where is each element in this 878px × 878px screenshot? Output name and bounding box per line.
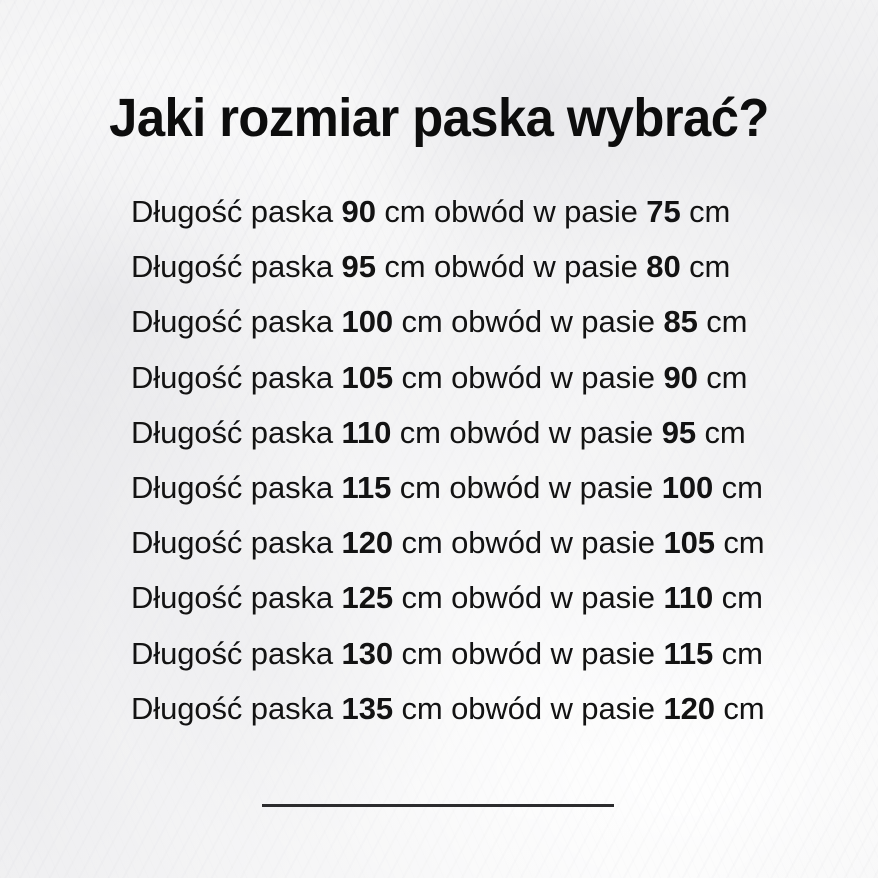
waist-label: obwód w pasie	[451, 304, 664, 340]
list-item: Długość paska 115 cm obwód w pasie 100 c…	[131, 460, 831, 515]
belt-length-label: Długość paska	[131, 580, 342, 616]
page-title: Jaki rozmiar paska wybrać?	[109, 88, 769, 149]
waist-value: 115	[663, 635, 714, 671]
belt-length-label: Długość paska	[131, 690, 342, 726]
belt-length-value: 105	[341, 359, 394, 395]
belt-length-unit: cm	[392, 580, 452, 616]
waist-value: 120	[663, 690, 715, 726]
belt-length-unit: cm	[392, 359, 452, 395]
belt-length-value: 135	[341, 690, 394, 726]
belt-length-unit: cm	[392, 525, 452, 561]
belt-length-label: Długość paska	[131, 414, 342, 450]
list-item: Długość paska 125 cm obwód w pasie 110 c…	[131, 570, 831, 625]
belt-length-unit: cm	[375, 249, 434, 285]
waist-unit: cm	[713, 580, 763, 616]
waist-unit: cm	[714, 690, 765, 726]
waist-unit: cm	[713, 635, 763, 671]
waist-label: obwód w pasie	[451, 690, 664, 726]
belt-length-label: Długość paska	[131, 525, 342, 561]
belt-length-unit: cm	[392, 304, 452, 340]
belt-length-unit: cm	[391, 469, 450, 505]
belt-size-list: Długość paska 90 cm obwód w pasie 75 cm …	[131, 184, 831, 736]
waist-label: obwód w pasie	[434, 249, 647, 285]
list-item: Długość paska 120 cm obwód w pasie 105 c…	[131, 515, 831, 570]
belt-length-value: 125	[341, 580, 394, 616]
belt-length-unit: cm	[375, 194, 434, 229]
list-item: Długość paska 100 cm obwód w pasie 85 cm	[131, 294, 831, 349]
belt-length-value: 115	[341, 469, 392, 505]
belt-length-label: Długość paska	[131, 304, 342, 340]
waist-value: 100	[661, 469, 714, 505]
waist-unit: cm	[680, 194, 731, 229]
waist-unit: cm	[680, 249, 731, 285]
belt-length-value: 95	[341, 249, 376, 285]
waist-value: 105	[663, 525, 715, 561]
waist-unit: cm	[697, 304, 748, 340]
belt-length-unit: cm	[392, 690, 452, 726]
belt-length-label: Długość paska	[131, 469, 342, 505]
waist-label: obwód w pasie	[451, 635, 664, 671]
waist-label: obwód w pasie	[449, 414, 662, 450]
waist-value: 80	[646, 249, 681, 285]
belt-length-value: 100	[341, 304, 394, 340]
list-item: Długość paska 130 cm obwód w pasie 115 c…	[131, 626, 831, 681]
belt-length-value: 90	[341, 194, 376, 229]
belt-length-unit: cm	[392, 635, 452, 671]
belt-length-value: 130	[341, 635, 394, 671]
list-item: Długość paska 95 cm obwód w pasie 80 cm	[131, 239, 831, 294]
waist-value: 85	[663, 304, 698, 340]
waist-value: 95	[661, 414, 697, 450]
waist-label: obwód w pasie	[449, 469, 662, 505]
waist-unit: cm	[697, 359, 748, 395]
list-item: Długość paska 105 cm obwód w pasie 90 cm	[131, 350, 831, 405]
list-item: Długość paska 90 cm obwód w pasie 75 cm	[131, 184, 831, 239]
waist-unit: cm	[714, 525, 765, 561]
belt-length-label: Długość paska	[131, 194, 342, 229]
waist-value: 90	[663, 359, 698, 395]
list-item: Długość paska 110 cm obwód w pasie 95 cm	[131, 405, 831, 460]
waist-label: obwód w pasie	[434, 194, 647, 229]
waist-unit: cm	[696, 414, 746, 450]
waist-label: obwód w pasie	[451, 525, 664, 561]
list-item: Długość paska 135 cm obwód w pasie 120 c…	[131, 681, 831, 736]
belt-length-unit: cm	[391, 414, 450, 450]
waist-value: 75	[646, 194, 681, 229]
belt-length-value: 120	[341, 525, 394, 561]
waist-label: obwód w pasie	[451, 580, 664, 616]
waist-unit: cm	[713, 469, 763, 505]
belt-length-value: 110	[341, 414, 392, 450]
belt-length-label: Długość paska	[131, 359, 342, 395]
belt-length-label: Długość paska	[131, 635, 342, 671]
waist-value: 110	[663, 580, 714, 616]
divider-rule	[262, 804, 614, 807]
waist-label: obwód w pasie	[451, 359, 664, 395]
belt-length-label: Długość paska	[131, 249, 342, 285]
